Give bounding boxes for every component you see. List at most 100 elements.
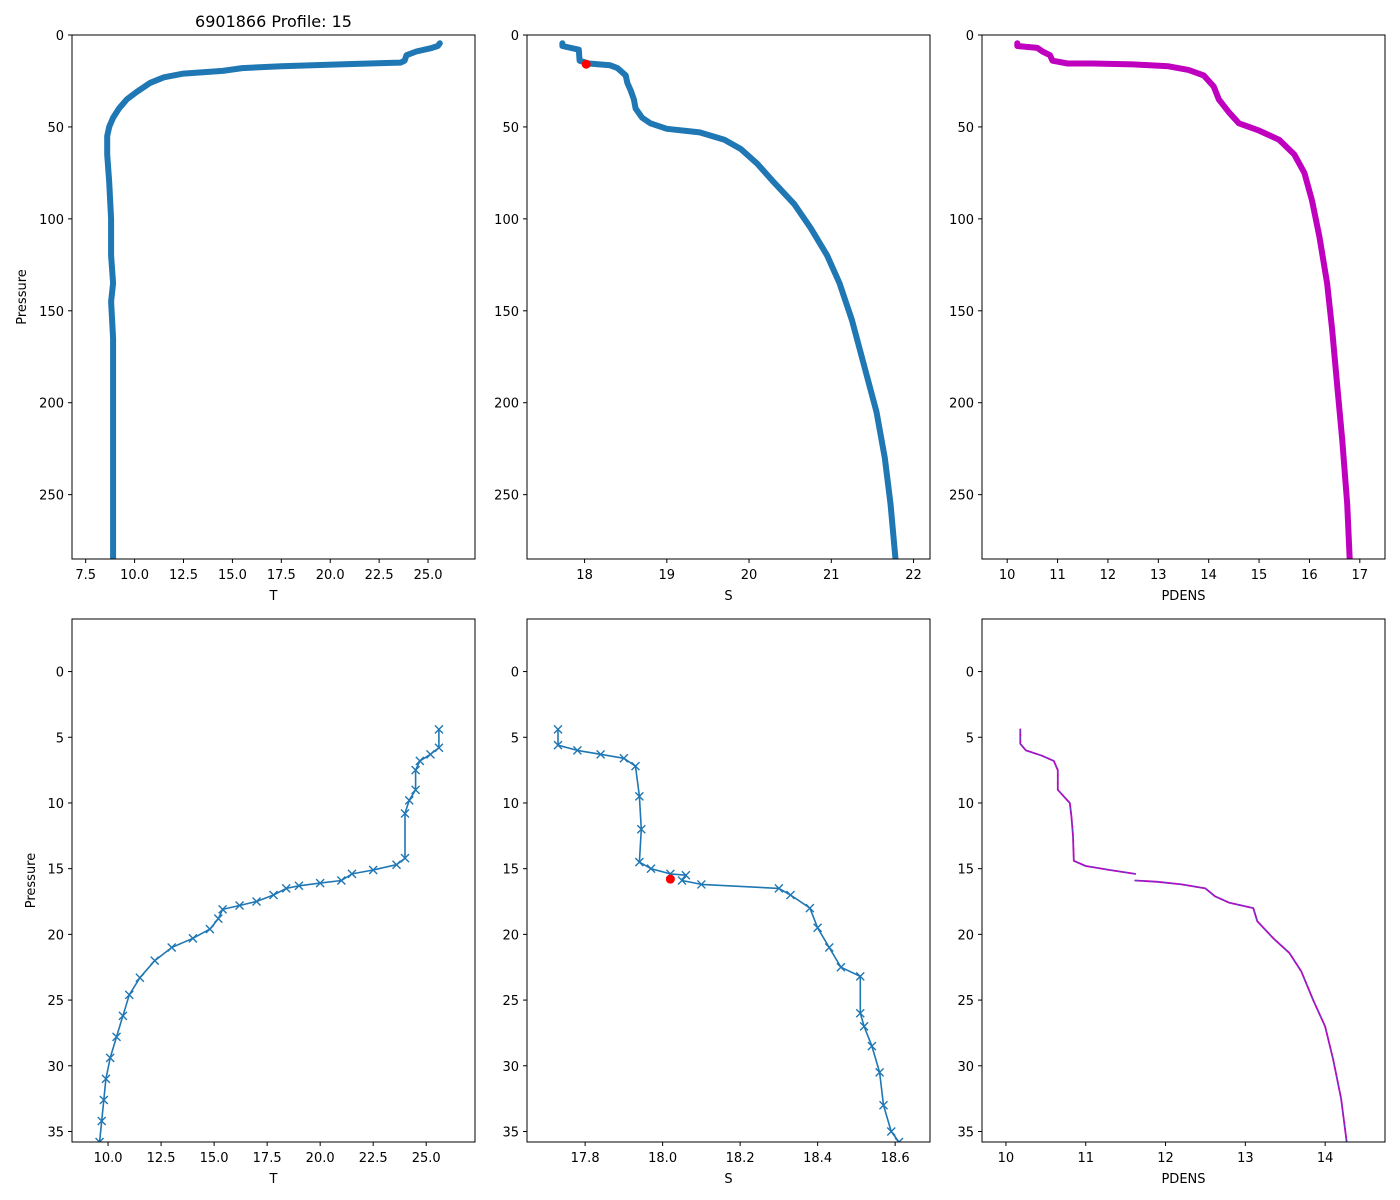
x-tick-label: 17.8 (571, 1151, 600, 1166)
x-marker (101, 1074, 111, 1084)
x-tick-label: 18.2 (726, 1151, 755, 1166)
y-tick-label: 0 (511, 29, 519, 44)
x-marker (434, 724, 444, 734)
x-tick-label: 7.5 (75, 568, 96, 583)
x-axis-label: T (269, 1172, 278, 1187)
x-marker (646, 864, 656, 874)
axes-frame (526, 34, 931, 560)
y-tick-label: 150 (949, 305, 974, 320)
y-tick-label: 200 (494, 397, 519, 412)
x-tick-label: 15.0 (218, 568, 247, 583)
x-marker (404, 795, 414, 805)
x-marker (218, 904, 228, 914)
x-tick-label: 17 (1352, 568, 1369, 583)
x-marker (336, 876, 346, 885)
y-tick-label: 5 (966, 731, 974, 746)
x-marker (855, 971, 865, 981)
series-line-2 (1134, 879, 1348, 1142)
x-marker (105, 1053, 115, 1063)
x-marker (235, 900, 245, 910)
y-tick-label: 0 (966, 29, 974, 44)
x-marker (368, 865, 378, 875)
x-tick-label: 20.0 (306, 1151, 335, 1166)
x-marker (347, 869, 357, 879)
x-marker (269, 890, 278, 900)
x-marker (411, 765, 421, 775)
x-tick-label: 22 (905, 568, 922, 583)
y-tick-label: 5 (56, 731, 64, 746)
x-axis-label: T (269, 589, 278, 604)
x-tick-label: 14 (1200, 568, 1217, 583)
x-tick-label: 21 (823, 568, 840, 583)
y-tick-label: 25 (957, 994, 974, 1009)
x-marker (859, 1021, 869, 1031)
x-tick-label: 12.5 (169, 568, 198, 583)
x-tick-label: 20.0 (316, 568, 345, 583)
x-tick-label: 11 (1077, 1151, 1094, 1166)
x-marker (118, 1011, 128, 1021)
series-line-1 (559, 40, 899, 559)
subplot-5: 17.8 18.0 18.2 18.4 18.6 0 5 10 15 20 25 30 35 S (502, 618, 931, 1187)
y-tick-label: 150 (494, 305, 519, 320)
x-marker (824, 943, 834, 953)
x-marker (634, 791, 644, 801)
x-tick-label: 13 (1150, 568, 1167, 583)
x-marker (894, 1137, 904, 1142)
x-marker (681, 870, 691, 880)
x-marker (188, 933, 198, 943)
subplot-3: 10 11 12 13 14 15 16 17 0 50 100 150 200 250 PDENS (949, 29, 1386, 604)
fit-line (1019, 729, 1136, 875)
y-tick-label: 5 (511, 731, 519, 746)
x-marker (677, 876, 687, 885)
y-tick-label: 30 (502, 1060, 519, 1075)
y-tick-label: 100 (39, 213, 64, 228)
axes-frame (71, 618, 476, 1143)
y-tick-label: 15 (957, 863, 974, 878)
y-tick-label: 0 (966, 666, 974, 681)
x-marker (99, 1095, 109, 1105)
x-tick-label: 15.0 (200, 1151, 229, 1166)
x-tick-label: 12.5 (147, 1151, 176, 1166)
x-marker (596, 749, 606, 759)
x-marker (879, 1100, 888, 1110)
y-tick-label: 25 (47, 994, 64, 1009)
x-tick-label: 10.0 (94, 1151, 123, 1166)
x-marker (434, 743, 444, 753)
y-tick-label: 30 (47, 1060, 64, 1075)
x-marker (400, 853, 410, 863)
y-tick-label: 250 (39, 489, 64, 504)
x-tick-label: 25.0 (414, 568, 443, 583)
y-tick-label: 50 (502, 121, 519, 136)
x-marker (696, 879, 706, 889)
axes-frame (71, 34, 476, 560)
x-marker (281, 883, 291, 893)
x-marker (786, 890, 795, 900)
axes-frame (526, 618, 931, 1143)
series-group (104, 40, 443, 559)
subplot-6: 10 11 12 13 14 0 5 10 15 20 25 30 35 PDENS (957, 618, 1386, 1187)
y-tick-label: 250 (949, 489, 974, 504)
x-tick-label: 25.0 (412, 1151, 441, 1166)
x-marker (425, 749, 435, 759)
y-axis-label: Pressure (24, 853, 39, 909)
x-marker (124, 990, 134, 1000)
y-tick-label: 10 (502, 797, 519, 812)
x-marker (411, 785, 421, 795)
x-marker (634, 857, 644, 867)
x-marker (213, 914, 223, 924)
y-tick-label: 30 (957, 1060, 974, 1075)
x-marker (855, 1008, 865, 1018)
x-marker (886, 1126, 896, 1136)
series-group (95, 724, 444, 1142)
y-tick-label: 200 (949, 397, 974, 412)
x-marker (167, 943, 177, 953)
series-line-1 (1014, 40, 1353, 559)
x-tick-label: 22.5 (359, 1151, 388, 1166)
y-tick-label: 15 (502, 863, 519, 878)
x-tick-label: 10.0 (120, 568, 149, 583)
y-tick-label: 250 (494, 489, 519, 504)
x-marker (572, 745, 582, 755)
series-line-1 (98, 728, 440, 1142)
y-tick-label: 35 (957, 1125, 974, 1140)
x-tick-label: 15 (1251, 568, 1268, 583)
